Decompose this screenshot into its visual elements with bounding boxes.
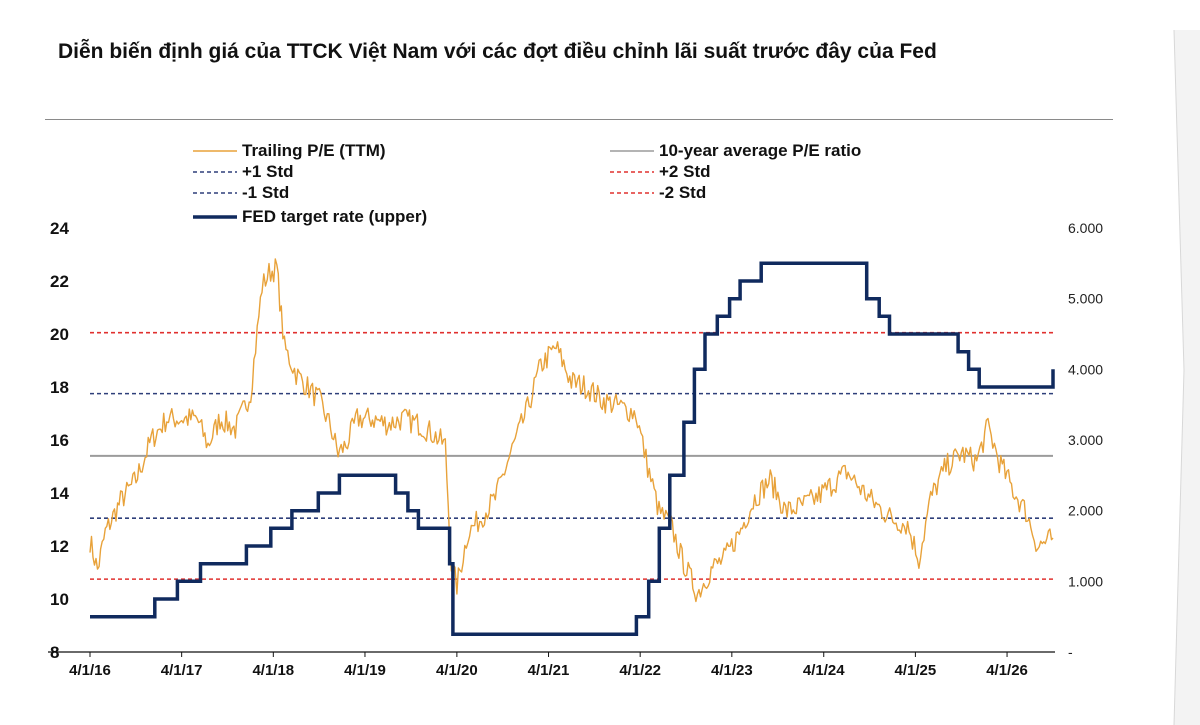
legend-label-3: +2 Std (659, 162, 711, 181)
legend-label-4: -1 Std (242, 183, 289, 202)
y-left-tick-24: 24 (50, 219, 69, 238)
y-left-tick-22: 22 (50, 272, 69, 291)
legend-label-1: 10-year average P/E ratio (659, 141, 861, 160)
x-tick-4/1/22: 4/1/22 (619, 662, 661, 679)
x-tick-4/1/19: 4/1/19 (344, 662, 386, 679)
chart-title: Diễn biến định giá của TTCK Việt Nam với… (58, 40, 937, 63)
x-tick-4/1/24: 4/1/24 (803, 662, 845, 679)
x-tick-4/1/20: 4/1/20 (436, 662, 478, 679)
x-tick-4/1/21: 4/1/21 (528, 662, 570, 679)
title-divider (45, 119, 1113, 120)
legend-label-0: Trailing P/E (TTM) (242, 141, 386, 160)
x-tick-4/1/16: 4/1/16 (69, 662, 111, 679)
x-tick-4/1/17: 4/1/17 (161, 662, 203, 679)
y-left-tick-18: 18 (50, 378, 69, 397)
legend-label-2: +1 Std (242, 162, 294, 181)
side-panel-decoration (1173, 30, 1200, 725)
y-left-tick-12: 12 (50, 537, 69, 556)
x-tick-4/1/23: 4/1/23 (711, 662, 753, 679)
x-tick-4/1/26: 4/1/26 (986, 662, 1028, 679)
y-right-tick-0: - (1068, 644, 1073, 660)
x-tick-4/1/25: 4/1/25 (895, 662, 937, 679)
reference-lines (90, 331, 1053, 580)
x-tick-4/1/18: 4/1/18 (252, 662, 294, 679)
y-right-tick-1: 1.000 (1068, 573, 1103, 589)
legend-label-6: FED target rate (upper) (242, 207, 427, 226)
legend-label-5: -2 Std (659, 183, 706, 202)
y-right-tick-2: 2.000 (1068, 503, 1103, 519)
y-left-tick-20: 20 (50, 325, 69, 344)
series-trailing-pe (89, 258, 1054, 603)
y-right-tick-6: 6.000 (1068, 220, 1103, 236)
series-lines (89, 258, 1055, 637)
y-left-tick-16: 16 (50, 431, 69, 450)
y-right-tick-4: 4.000 (1068, 361, 1103, 377)
y-left-tick-14: 14 (50, 484, 69, 503)
y-right-tick-5: 5.000 (1068, 291, 1103, 307)
series-fed-rate (90, 261, 1055, 637)
legend: Trailing P/E (TTM) 10-year average P/E ra… (193, 141, 861, 226)
axes: 81012141618202224-1.0002.0003.0004.0005.… (48, 219, 1103, 679)
y-right-tick-3: 3.000 (1068, 432, 1103, 448)
y-left-tick-10: 10 (50, 590, 69, 609)
